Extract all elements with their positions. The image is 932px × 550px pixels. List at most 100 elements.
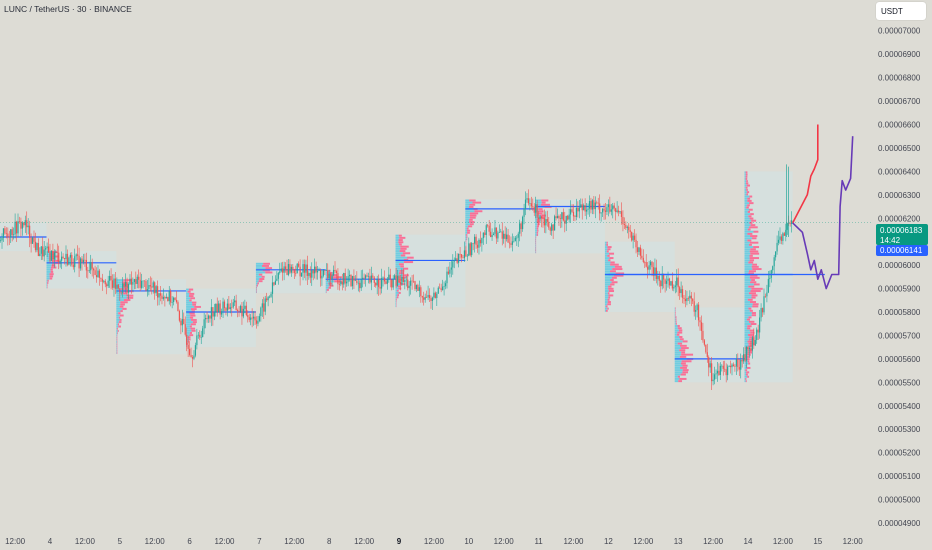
candle-body	[17, 221, 19, 234]
vp-bar-up	[674, 351, 682, 354]
vp-bar-up	[674, 375, 678, 378]
volume-profile-layer	[0, 171, 793, 383]
x-tick-label: 11	[534, 537, 543, 546]
vp-bar-up	[325, 291, 327, 294]
drawing-layer[interactable]	[0, 124, 872, 290]
candle-body	[133, 279, 135, 283]
candle-body	[671, 281, 673, 289]
candle-body	[750, 347, 752, 351]
y-tick-label: 0.00005600	[878, 355, 921, 364]
vp-bar-down	[126, 296, 134, 299]
vp-bar-up	[325, 280, 335, 283]
vp-bar-up	[744, 191, 747, 194]
vp-bar-up	[116, 327, 117, 330]
candle-body	[116, 284, 118, 289]
vp-bar-down	[541, 199, 549, 202]
candle-body	[2, 228, 5, 239]
vp-bar-down	[466, 236, 468, 239]
vp-bar-down	[190, 308, 197, 311]
candle-body	[71, 254, 73, 265]
candle-body	[213, 312, 215, 317]
candle-body	[125, 282, 127, 287]
vp-bar-up	[674, 380, 679, 383]
candle-body	[440, 288, 442, 291]
candle-body	[434, 292, 436, 299]
candle-body	[735, 359, 737, 367]
vp-bar-down	[120, 303, 125, 306]
vp-bar-up	[744, 290, 751, 293]
y-tick-label: 0.00005400	[878, 402, 921, 411]
vp-bar-down	[745, 175, 748, 178]
candle-body	[305, 264, 307, 273]
vp-bar-down	[749, 254, 753, 257]
candle-body	[367, 276, 370, 277]
vp-bar-up	[535, 223, 538, 226]
vp-bar-down	[747, 360, 750, 363]
vp-bar-down	[749, 309, 753, 312]
candle-body	[587, 208, 589, 210]
vp-bar-up	[395, 239, 399, 242]
vp-bar-up	[744, 230, 754, 233]
vp-bar-up	[46, 279, 48, 282]
vp-bar-up	[744, 323, 751, 325]
candle-body	[68, 257, 70, 265]
candle-body	[282, 268, 284, 273]
vp-bar-down	[747, 228, 751, 231]
vp-bar-up	[395, 245, 401, 248]
vp-bar-up	[744, 336, 750, 339]
vp-bar-down	[747, 239, 752, 242]
vp-bar-up	[674, 309, 676, 312]
vp-bar-down	[749, 221, 753, 224]
vp-bar-up	[116, 323, 118, 326]
candle-body	[85, 260, 87, 271]
vp-bar-down	[747, 340, 752, 343]
vp-bar-down	[118, 325, 121, 328]
vp-bar-up	[395, 291, 399, 294]
vp-bar-up	[535, 229, 538, 232]
candle-body	[245, 305, 247, 316]
vp-bar-down	[751, 312, 756, 315]
candle-body	[104, 280, 106, 285]
candle-body	[670, 281, 672, 286]
vp-bar-up	[744, 206, 747, 209]
vp-bar-down	[398, 239, 403, 242]
candle-body	[530, 203, 532, 207]
candle-body	[369, 276, 371, 283]
vp-bar-down	[329, 271, 333, 274]
candle-body	[433, 292, 435, 298]
vp-bar-down	[469, 223, 474, 226]
vp-bar-down	[401, 276, 407, 279]
candle-body	[709, 363, 711, 368]
vp-bar-up	[116, 321, 119, 324]
candle-body	[90, 262, 92, 271]
candle-body	[62, 256, 64, 259]
candle-body	[437, 287, 439, 294]
candle-body	[373, 277, 375, 283]
candle-body	[700, 322, 703, 331]
vp-bar-down	[605, 305, 608, 308]
vp-bar-down	[746, 193, 749, 196]
candle-body	[299, 266, 301, 277]
x-tick-label: 10	[464, 537, 473, 546]
candle-body	[719, 365, 721, 375]
candle-body	[87, 270, 89, 272]
alternative-forecast-path[interactable]	[792, 136, 854, 290]
candle-body	[588, 201, 591, 209]
candle-body	[404, 280, 406, 283]
candle-body	[77, 254, 79, 256]
candle-body	[478, 239, 480, 248]
vp-bar-down	[675, 320, 677, 323]
candle-body	[170, 290, 172, 303]
candle-body	[479, 239, 482, 244]
vp-bar-down	[746, 191, 750, 194]
currency-selector-button[interactable]: USDT	[876, 2, 926, 20]
candle-body	[110, 275, 112, 281]
candle-body	[180, 320, 182, 326]
vp-bar-down	[679, 344, 687, 347]
vp-bar-down	[750, 274, 758, 277]
vp-bar-down	[746, 180, 748, 183]
candle-body	[161, 295, 163, 299]
bullish-forecast-path[interactable]	[791, 124, 819, 224]
candle-body	[97, 270, 99, 278]
